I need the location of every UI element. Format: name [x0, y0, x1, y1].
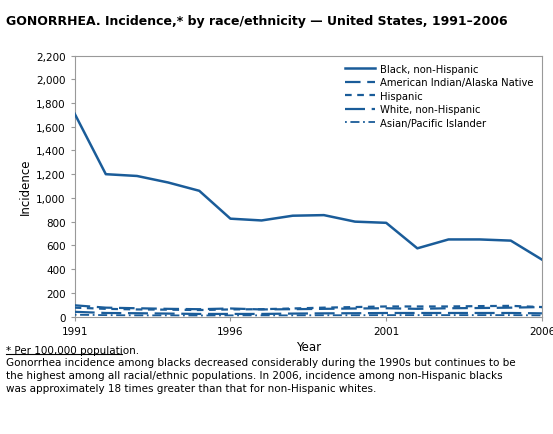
Legend: Black, non-Hispanic, American Indian/Alaska Native, Hispanic, White, non-Hispani: Black, non-Hispanic, American Indian/Ala…: [342, 61, 537, 131]
Text: GONORRHEA. Incidence,* by race/ethnicity — United States, 1991–2006: GONORRHEA. Incidence,* by race/ethnicity…: [6, 15, 507, 28]
X-axis label: Year: Year: [296, 340, 321, 353]
Y-axis label: Incidence: Incidence: [19, 158, 32, 215]
Text: Gonorrhea incidence among blacks decreased considerably during the 1990s but con: Gonorrhea incidence among blacks decreas…: [6, 357, 515, 393]
Text: * Per 100,000 population.: * Per 100,000 population.: [6, 345, 139, 355]
